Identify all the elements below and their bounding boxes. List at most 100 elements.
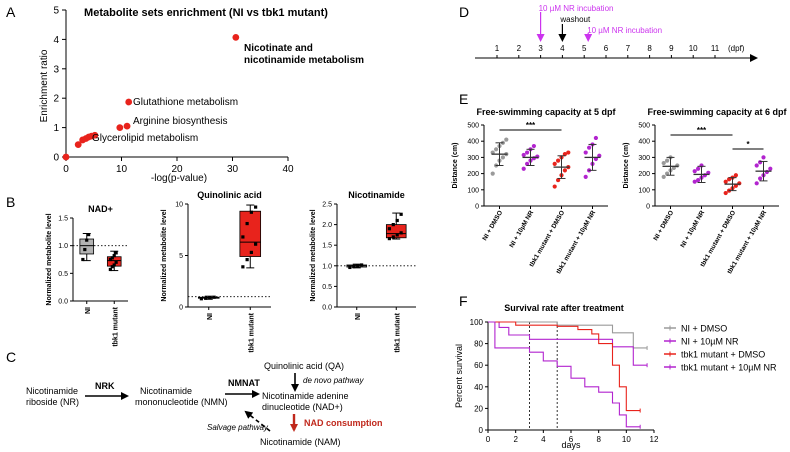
chart-b-quinolinic-title: Quinolinic acid [197, 190, 262, 200]
chart-f-survival: Survival rate after treatment Percent sur… [454, 303, 777, 450]
chart-b-nad-point [110, 265, 114, 269]
chart-b-nicotinamide-y-tick-label: 0.0 [322, 305, 332, 312]
chart-a-y-tick-label: 5 [53, 6, 59, 17]
chart-a-y-tick-label: 4 [53, 35, 59, 46]
chart-b-nad-title: NAD+ [88, 204, 113, 214]
timeline-tick-label: 3 [538, 44, 543, 53]
chart-e1-point [490, 171, 495, 176]
chart-e2-point [692, 179, 697, 184]
chart-a-point [62, 153, 70, 161]
chart-e2-point [758, 160, 763, 165]
chart-e2-point [665, 171, 670, 176]
chart-b-nad: NAD+ Normalized metabolite level 0.0 0.5 1.0… [46, 204, 128, 347]
chart-b-nicotinamide-point [387, 227, 391, 231]
chart-e2-significance-label: * [746, 140, 750, 149]
chart-e2-y-tick-label: 500 [638, 123, 650, 130]
timeline-tick-label: 9 [669, 44, 674, 53]
chart-e1-ylabel: Distance (cm) [452, 143, 459, 189]
chart-e1-y-tick-label: 500 [467, 123, 479, 130]
pathway-nr-line2: riboside (NR) [26, 397, 79, 407]
chart-b-nicotinamide-point [391, 223, 395, 227]
pathway-nmn-line1: Nicotinamide [140, 386, 192, 396]
chart-a-annotation: Glycerolipid metabolism [92, 133, 198, 144]
chart-e2-point [737, 181, 742, 186]
chart-e2-title: Free-swimming capacity at 6 dpf [647, 107, 787, 117]
chart-b-quinolinic-box [239, 210, 262, 257]
chart-b-nad-point [87, 233, 91, 237]
chart-e2-x-tick-label: NI + 10µM NR [679, 209, 706, 249]
timeline-tick-label: 1 [495, 44, 500, 53]
chart-f-series-line [488, 321, 648, 366]
chart-f-legend-label: NI + DMSO [681, 324, 727, 334]
chart-e1-point [500, 155, 505, 160]
chart-e2-point [702, 173, 708, 178]
chart-b-quinolinic-point [204, 296, 208, 300]
panel-label-e: E [459, 91, 468, 107]
panel-label-f: F [459, 293, 468, 309]
chart-e1-point [593, 135, 599, 141]
chart-a-x-tick-label: 0 [63, 164, 69, 175]
chart-a-ylabel: Enrichment ratio [39, 49, 50, 122]
chart-b-nicotinamide-ylabel: Normalized metabolite level [310, 209, 317, 301]
chart-b-nicotinamide-point [399, 231, 403, 235]
chart-a-annotation: Nicotinate and [244, 43, 313, 54]
timeline-unit: (dpf) [728, 44, 745, 53]
chart-e1-y-tick-label: 100 [467, 187, 479, 194]
chart-e1-point [525, 150, 530, 155]
chart-f-xlabel: days [561, 440, 581, 450]
chart-b-quinolinic-point [245, 221, 249, 226]
pathway-nmnat: NMNAT [228, 378, 260, 388]
chart-e2-point [727, 177, 732, 182]
chart-a-y-tick-label: 1 [53, 123, 59, 134]
chart-b-nad-point [114, 251, 118, 255]
chart-f-x-tick-label: 12 [650, 435, 659, 444]
chart-e2-point [754, 163, 759, 168]
chart-e2-point [661, 174, 666, 179]
chart-f-y-tick-label: 0 [479, 426, 484, 435]
chart-e1-y-tick-label: 300 [467, 155, 479, 162]
chart-e2-y-tick-label: 0 [646, 204, 650, 211]
chart-f-x-tick-label: 4 [541, 435, 546, 444]
chart-e2-significance-label: *** [697, 126, 707, 135]
chart-b-nicotinamide: Nicotinamide Normalized metabolite level 0… [310, 190, 416, 353]
timeline-tick-label: 4 [560, 44, 565, 53]
chart-e1-point [525, 161, 530, 166]
chart-f-y-tick-label: 40 [474, 383, 483, 392]
chart-e2-point [761, 155, 766, 160]
chart-f-legend-label: NI + 10µM NR [681, 337, 739, 347]
chart-e2-point [723, 179, 728, 184]
chart-e2-point [764, 169, 770, 175]
pathway-nad-line2: dinucleotide (NAD+) [262, 402, 343, 412]
chart-b-nicotinamide-y-tick-label: 1.5 [322, 243, 332, 250]
chart-b-nad-point [85, 238, 89, 242]
chart-f-x-tick-label: 0 [486, 435, 491, 444]
chart-a-annotation: Glutathione metabolism [133, 97, 238, 108]
chart-e2-point [768, 166, 773, 171]
chart-f-series-line [488, 321, 641, 428]
panel-label-d: D [459, 4, 469, 20]
chart-b-nicotinamide-y-tick-label: 2.0 [322, 222, 332, 229]
chart-e1-point [494, 147, 499, 152]
chart-e2-point [675, 163, 680, 168]
chart-b-nicotinamide-y-tick-label: 0.5 [322, 284, 332, 291]
chart-e2-x-tick-label: NI + DMSO [652, 210, 675, 242]
timeline-tick-label: 6 [604, 44, 609, 53]
chart-e1-y-tick-label: 0 [475, 204, 479, 211]
chart-f-ylabel: Percent survival [454, 344, 464, 408]
chart-e2-x-tick-label: tbk1 mutant + DMSO [699, 210, 737, 269]
chart-e1-y-tick-label: 200 [467, 171, 479, 178]
chart-a-point [74, 141, 82, 149]
chart-b-nad-point [110, 256, 114, 260]
timeline-tick-label: 8 [647, 44, 652, 53]
chart-e2-point [758, 176, 763, 181]
chart-e1-point [587, 145, 592, 150]
chart-e2-y-tick-label: 300 [638, 155, 650, 162]
chart-b-quinolinic-ylabel: Normalized metabolite level [161, 209, 168, 301]
chart-f-series-line [488, 321, 641, 412]
chart-e1-point [552, 184, 557, 189]
pathway-nam: Nicotinamide (NAM) [260, 437, 341, 447]
chart-e1-point [556, 177, 561, 183]
chart-b-nad-x-tick-label: tbk1 mutant [112, 306, 119, 346]
chart-b-nad-ylabel: Normalized metabolite level [46, 213, 53, 305]
